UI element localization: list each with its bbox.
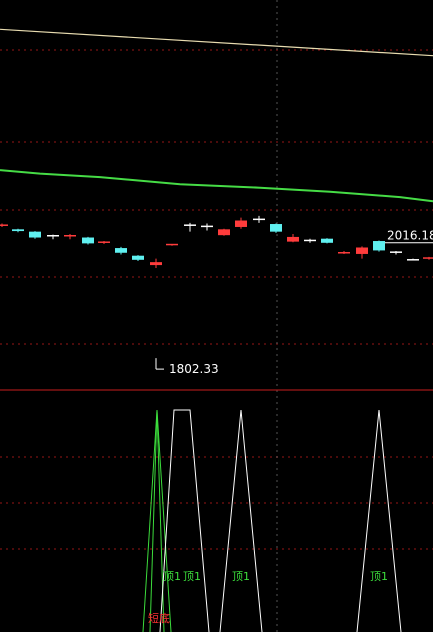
candle-body: [12, 229, 24, 231]
candle-body: [218, 229, 230, 235]
signal-label-top: 顶1: [163, 570, 181, 583]
candle: [423, 257, 433, 260]
candle: [0, 223, 8, 227]
candle: [12, 229, 24, 233]
candle-body: [82, 238, 94, 244]
candle-body: [132, 256, 144, 260]
candle: [356, 246, 368, 258]
candle-body: [287, 237, 299, 242]
signal-label-top: 顶1: [370, 570, 388, 583]
candle: [98, 241, 110, 244]
candle: [115, 247, 127, 255]
candle-body: [321, 239, 333, 243]
candle-body: [29, 232, 41, 238]
candle: [29, 231, 41, 239]
candle: [166, 244, 178, 246]
ma-mid-line: [0, 170, 433, 201]
candle: [390, 251, 402, 255]
candle-body: [115, 248, 127, 253]
signal-label-top: 顶1: [183, 570, 201, 583]
candle: [132, 255, 144, 261]
candle: [47, 235, 59, 240]
candle: [270, 223, 282, 232]
annotation-high-label: 2016.18: [387, 229, 433, 243]
annotation-low-label: 1802.33: [169, 362, 219, 376]
candle-body: [270, 224, 282, 232]
candle-body: [373, 241, 385, 250]
signal-label-bottom: 短底: [148, 611, 170, 625]
candle: [373, 240, 385, 251]
candle: [253, 216, 265, 223]
signal-label-top: 顶1: [232, 570, 250, 583]
candle-body: [356, 247, 368, 253]
candle: [321, 238, 333, 243]
candle-body: [235, 221, 247, 227]
candle: [304, 239, 316, 243]
candle-body: [150, 262, 162, 265]
candle: [82, 237, 94, 245]
candle: [218, 229, 230, 236]
candle: [64, 234, 76, 239]
signal-line: [220, 410, 262, 632]
ma-long-line: [0, 29, 433, 55]
candle: [287, 234, 299, 242]
candle: [407, 259, 419, 261]
candle: [235, 218, 247, 229]
signal-line: [160, 410, 209, 632]
candle: [184, 223, 196, 232]
signal-line: [357, 410, 401, 632]
candle: [338, 251, 350, 254]
candle: [150, 259, 162, 268]
candle: [201, 223, 213, 230]
